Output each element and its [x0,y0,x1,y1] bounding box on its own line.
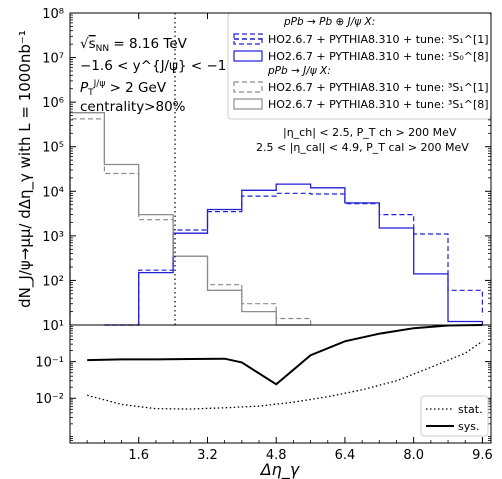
legend-box-2 [233,50,263,62]
legend-label-1: HO2.6.7 + PYTHIA8.310 + tune: ³S₁^[1] [268,33,489,46]
x-axis-label: Δη_γ [259,460,301,479]
bottom-yaxis: 10⁻¹ 10⁻² [35,326,491,444]
top-ytick-label: 10⁵ [42,141,64,156]
bottom-xtick-label: 3.2 [197,448,218,463]
legend-label-4: HO2.6.7 + PYTHIA8.310 + tune: ³S₁^[8] [268,98,489,111]
bottom-plot-frame [69,324,492,444]
top-ytick-label: 10⁶ [42,96,64,111]
legend-box-3 [233,81,263,93]
y-axis-label: dN_J/ψ→μμ/ dΔη_γ with L = 1000nb⁻¹ [16,30,35,308]
legend-label-3: HO2.6.7 + PYTHIA8.310 + tune: ³S₁^[1] [268,81,489,94]
bottom-legend: stat. sys. [420,395,489,437]
bottom-xaxis: 1.6 3.2 4.8 6.4 8.0 9.6 [86,437,493,463]
top-ytick-label: 10⁸ [42,7,64,22]
bottom-xtick-label: 8.0 [403,448,424,463]
legend-group1-title: pPb → Pb ⊕ J/ψ X: [283,16,375,28]
pt-label: PTJ/ψ > 2 GeV [80,79,167,98]
sqrt-s-label: √sNN = 8.16 TeV [80,36,188,54]
legend-box-1 [233,33,263,45]
top-panel: 10¹ 10² 10³ 10⁴ 10⁵ 10⁶ 10⁷ 10⁸ √sNN = 8.16 TeV… [42,7,492,334]
bottom-series-group [87,324,483,410]
top-series-4 [69,112,311,326]
bottom-legend-label-sys: sys. [458,420,479,433]
bottom-legend-label-stat: stat. [458,403,483,416]
bottom-series-sys [87,324,483,386]
bottom-xtick-label: 9.6 [472,448,493,463]
centrality-label: centrality>80% [80,99,186,115]
top-series-1 [104,192,483,326]
top-legend: pPb → Pb ⊕ J/ψ X: HO2.6.7 + PYTHIA8.310 … [227,12,492,120]
top-series-2 [104,183,484,326]
cut-charged: |η_ch| < 2.5, P_T ch > 200 MeV [283,126,457,139]
bottom-xtick-label: 6.4 [335,448,356,463]
info-text: √sNN = 8.16 TeV −1.6 < y^{J/ψ} < −1.2 PT… [80,36,239,115]
top-series-group [69,112,484,326]
top-ytick-label: 10¹ [42,319,64,334]
legend-box-4 [233,98,263,110]
bottom-ytick-label: 10⁻² [35,392,64,407]
top-ytick-label: 10⁷ [42,52,64,67]
top-ytick-label: 10⁴ [42,185,64,200]
bottom-xtick-label: 1.6 [128,448,149,463]
cuts-text: |η_ch| < 2.5, P_T ch > 200 MeV 2.5 < |η_… [256,126,469,154]
bottom-ytick-label: 10⁻¹ [35,356,64,371]
bottom-panel: 10⁻¹ 10⁻² 1.6 3.2 4.8 6.4 8.0 9.6 stat. sys. Δ… [35,324,493,479]
top-ytick-label: 10³ [42,230,64,245]
legend-label-2: HO2.6.7 + PYTHIA8.310 + tune: ¹S₀^[8] [268,50,489,63]
bottom-xtick-label: 4.8 [266,448,287,463]
top-ytick-label: 10² [42,274,64,289]
cut-calorimeter: 2.5 < |η_cal| < 4.9, P_T cal > 200 MeV [256,141,469,154]
rapidity-label: −1.6 < y^{J/ψ} < −1.2 [80,58,239,74]
legend-group2-title: pPb → J/ψ X: [267,65,331,77]
